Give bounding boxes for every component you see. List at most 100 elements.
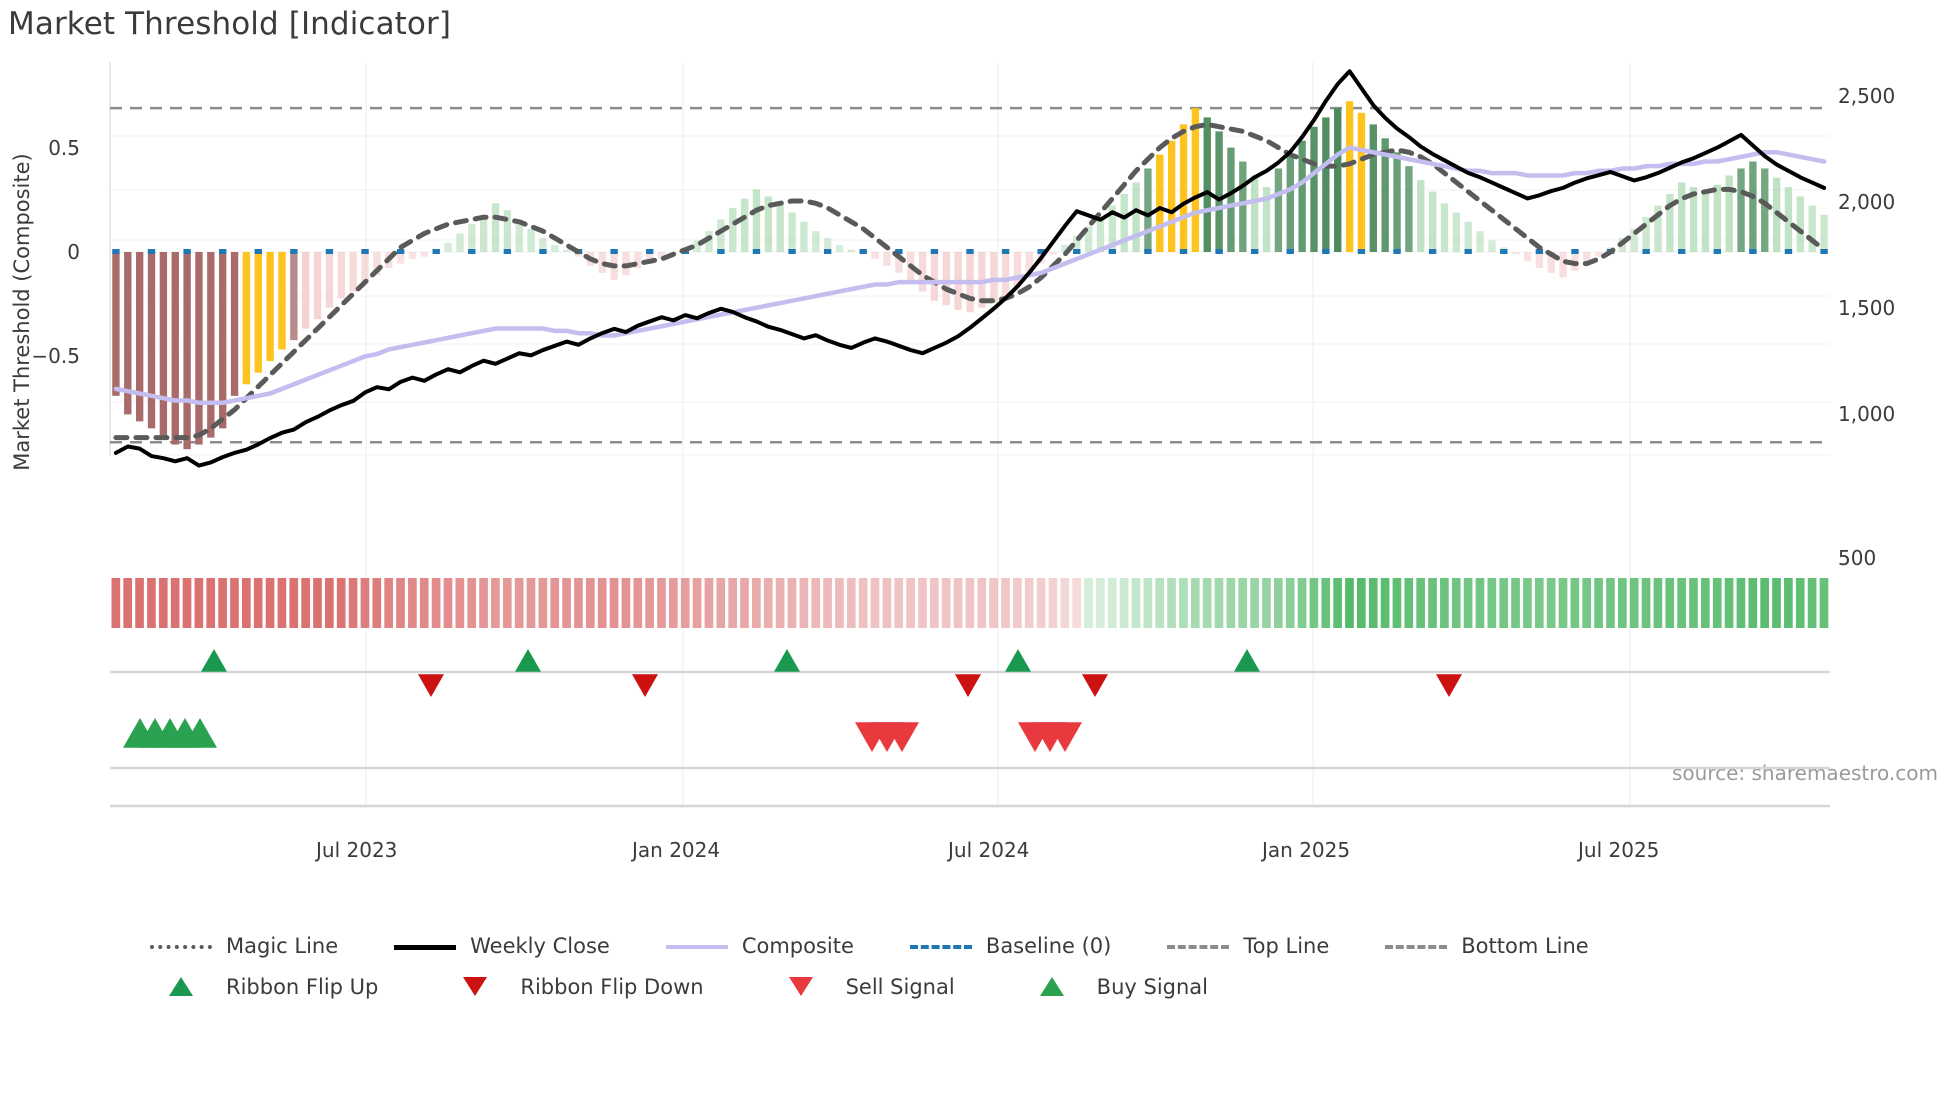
triangle-down-icon xyxy=(770,977,832,997)
legend-label: Sell Signal xyxy=(845,974,955,999)
ribbon-band-bar xyxy=(1155,578,1165,628)
legend-item-sell-signal[interactable]: Sell Signal xyxy=(770,975,955,999)
histogram-bar xyxy=(1286,154,1294,252)
histogram-bar xyxy=(135,252,144,422)
chart-canvas xyxy=(109,62,1830,808)
histogram-bar xyxy=(1227,147,1235,252)
ribbon-band-bar xyxy=(882,578,892,628)
histogram-bar xyxy=(1654,205,1662,252)
ribbon-band-bar xyxy=(1143,578,1153,628)
histogram-bar xyxy=(800,221,808,252)
ribbon-band-bar xyxy=(325,578,334,628)
histogram-bar xyxy=(574,252,583,257)
legend-item-buy-signal[interactable]: Buy Signal xyxy=(1021,975,1208,999)
ribbon-band-bar xyxy=(1262,578,1271,628)
legend-label: Weekly Close xyxy=(470,933,610,958)
ribbon-band-bar xyxy=(1784,578,1793,628)
histogram-bar xyxy=(1049,252,1057,255)
ribbon-band-bar xyxy=(1084,578,1093,628)
histogram-bar xyxy=(1749,161,1757,252)
histogram-bar xyxy=(124,252,132,415)
histogram-bar xyxy=(1239,161,1247,252)
histogram-bar xyxy=(361,252,369,283)
ribbon-band-bar xyxy=(1748,578,1758,628)
histogram-bar xyxy=(1357,112,1366,252)
ribbon-band-bar xyxy=(1451,578,1461,628)
ribbon-band-bar xyxy=(621,578,631,628)
histogram-bar xyxy=(1132,182,1140,252)
solid-line-icon xyxy=(394,936,457,956)
histogram-bar xyxy=(895,252,903,273)
legend-label: Bottom Line xyxy=(1461,933,1589,958)
ribbon-band-bar xyxy=(419,578,429,628)
ribbon-band-bar xyxy=(929,578,939,628)
ribbon-flip-down-marker xyxy=(418,674,444,697)
histogram-bar xyxy=(1393,152,1401,252)
histogram-bar xyxy=(693,240,701,252)
histogram-bar xyxy=(1203,117,1211,252)
ribbon-band-bar xyxy=(241,578,251,628)
histogram-bar xyxy=(918,252,927,292)
histogram-bar xyxy=(1369,124,1377,252)
legend-item-composite[interactable]: Composite xyxy=(665,934,854,958)
histogram-bar xyxy=(1345,101,1354,252)
ribbon-band-bar xyxy=(253,578,263,628)
histogram-bar xyxy=(1108,205,1117,252)
ribbon-band-bar xyxy=(455,578,465,628)
legend-item-bottom-line[interactable]: Bottom Line xyxy=(1385,933,1589,958)
ribbon-flip-up-marker xyxy=(774,649,800,672)
ribbon-band-bar xyxy=(135,578,144,628)
baseline-segment xyxy=(859,249,867,254)
ribbon-band-bar xyxy=(609,578,619,628)
ribbon-band-bar xyxy=(1048,578,1058,628)
ribbon-band-bar xyxy=(1167,578,1176,628)
histogram-bar xyxy=(1678,182,1686,252)
left-tick-0: 0.5 xyxy=(48,136,80,160)
histogram-bar xyxy=(1061,245,1069,252)
ribbon-band-bar xyxy=(1546,578,1556,628)
ribbon-band-bar xyxy=(858,578,868,628)
ribbon-band-bar xyxy=(1499,578,1509,628)
legend-item-magic-line[interactable]: Magic Line xyxy=(150,934,338,958)
histogram-bar xyxy=(883,252,891,266)
histogram-bar xyxy=(183,252,191,450)
baseline-segment xyxy=(254,249,262,254)
histogram-bar xyxy=(420,252,429,257)
ribbon-band-bar xyxy=(1523,578,1532,628)
ribbon-band-bar xyxy=(265,578,275,628)
histogram-bar xyxy=(1167,140,1176,252)
baseline-segment xyxy=(1428,249,1437,254)
legend-label: Buy Signal xyxy=(1096,974,1208,999)
ribbon-band-bar xyxy=(728,578,737,628)
ribbon-band-bar xyxy=(396,578,405,628)
histogram-bar xyxy=(563,249,571,252)
solid-line-icon xyxy=(665,936,728,956)
legend-item-top-line[interactable]: Top Line xyxy=(1167,934,1329,958)
histogram-bar xyxy=(1120,194,1128,252)
ribbon-band-bar xyxy=(111,578,121,628)
right-tick-2: 1,500 xyxy=(1838,296,1896,320)
baseline-segment xyxy=(290,249,298,254)
ribbon-band-bar xyxy=(752,578,761,628)
legend-item-ribbon-flip-down[interactable]: Ribbon Flip Down xyxy=(444,975,704,999)
legend-item-baseline-0[interactable]: Baseline (0) xyxy=(909,934,1111,958)
ribbon-band-bar xyxy=(787,578,797,628)
sell-signal-marker xyxy=(885,722,919,752)
ribbon-flip-up-marker xyxy=(1234,649,1260,672)
baseline-segment xyxy=(183,249,191,254)
legend-item-weekly-close[interactable]: Weekly Close xyxy=(394,934,610,958)
histogram-bar xyxy=(219,252,227,429)
legend-item-ribbon-flip-up[interactable]: Ribbon Flip Up xyxy=(150,975,378,999)
histogram-bar xyxy=(646,252,654,264)
histogram-bar xyxy=(1215,131,1223,252)
ribbon-band-bar xyxy=(336,578,346,628)
ribbon-band-bar xyxy=(1582,578,1592,628)
ribbon-band-bar xyxy=(1712,578,1722,628)
ribbon-band-bar xyxy=(218,578,227,628)
baseline-segment xyxy=(1571,249,1579,254)
ribbon-band-bar xyxy=(1570,578,1580,628)
ribbon-band-bar xyxy=(1238,578,1248,628)
baseline-segment xyxy=(823,249,832,254)
ribbon-band-bar xyxy=(669,578,678,628)
histogram-bar xyxy=(195,252,203,445)
